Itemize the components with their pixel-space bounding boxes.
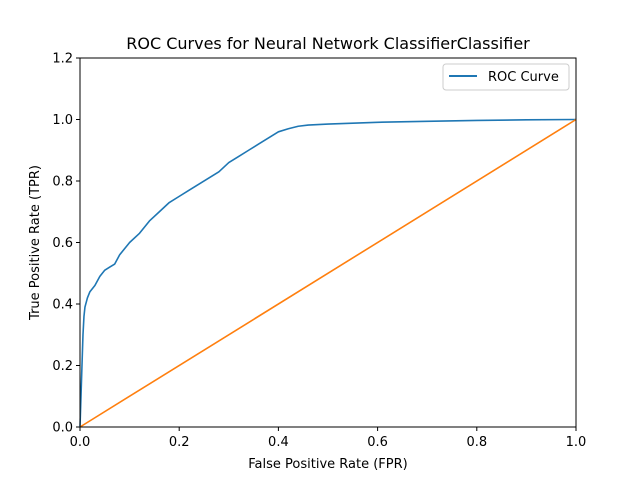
legend: ROC Curve (442, 63, 570, 91)
y-tick-label: 0.8 (52, 175, 73, 190)
y-tick-label: 0.6 (52, 236, 73, 251)
y-tick-label: 0.4 (52, 298, 73, 313)
x-tick-label: 0.4 (268, 435, 289, 450)
y-tick-label: 1.0 (52, 113, 73, 128)
diagonal-reference-line (79, 118, 577, 428)
y-tick-label: 1.2 (52, 52, 73, 67)
x-axis-label: False Positive Rate (FPR) (248, 457, 407, 472)
x-tick-label: 1.0 (566, 435, 587, 450)
plot-lines (79, 118, 577, 428)
y-tick-label: 0.0 (52, 421, 73, 436)
axis-ticks: 0.0 0.2 0.4 0.6 0.8 1.0 0.0 0.2 0.4 0.6 0.8 1.0 1.2 (52, 52, 586, 451)
roc-curve-line (79, 118, 577, 428)
x-tick-label: 0.6 (367, 435, 388, 450)
chart-title: ROC Curves for Neural Network Classifier… (126, 34, 530, 53)
y-axis-label: True Positive Rate (TPR) (28, 165, 43, 321)
plot-frame (79, 57, 577, 428)
x-tick-label: 0.8 (466, 435, 487, 450)
legend-box (442, 63, 570, 91)
x-tick-label: 0.2 (169, 435, 190, 450)
x-tick-label: 0.0 (70, 435, 91, 450)
y-tick-label: 0.2 (52, 359, 73, 374)
legend-label-roc-curve: ROC Curve (488, 70, 559, 85)
